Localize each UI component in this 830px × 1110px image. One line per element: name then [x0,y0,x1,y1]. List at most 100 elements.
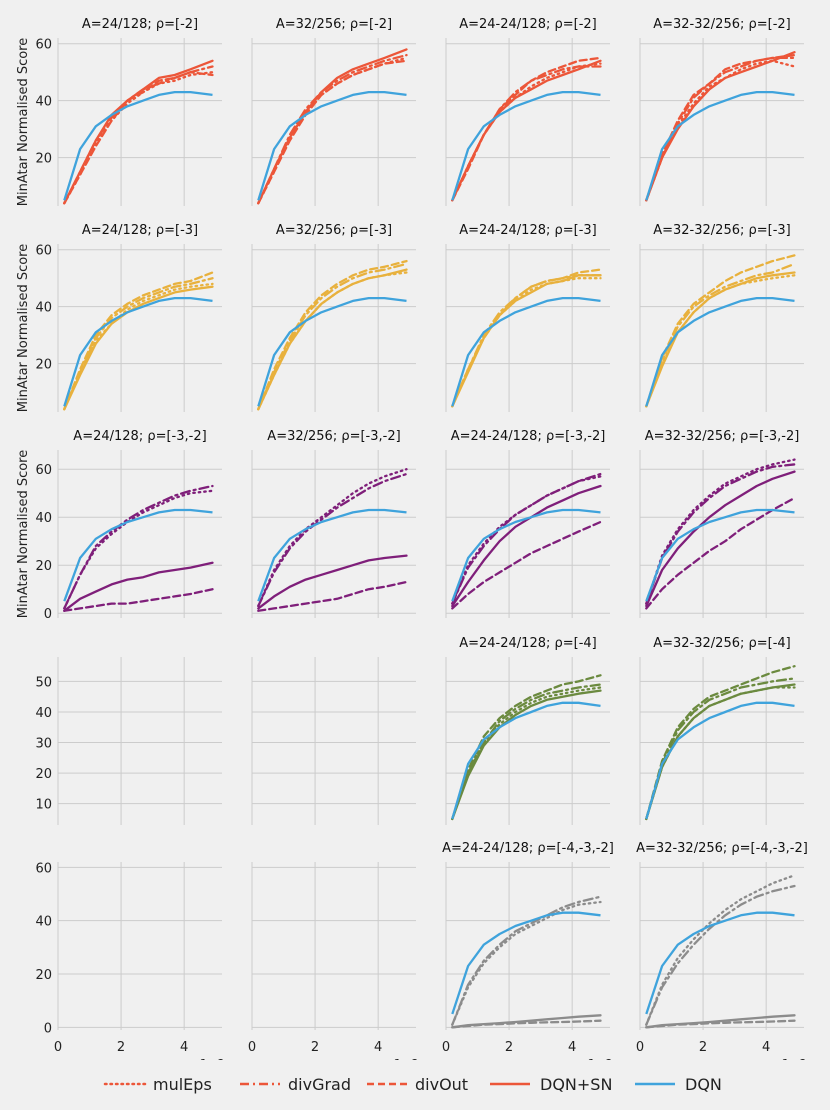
panel-r3-c4: A=32-32/256; ρ=[-3,-2] [639,429,804,618]
series-muleps [645,874,796,1026]
x-tick-label: 4 [762,1040,770,1055]
panel-r3-c1: 0 20 40 60 A=24/128; ρ=[-3,-2] [35,429,222,622]
panel-r1-c3: A=24-24/128; ρ=[-2] [445,17,610,206]
series-divgrad [257,262,408,411]
series-dqn-sn [645,51,796,202]
y-axis-label: MinAtar Normalised Score [16,450,31,619]
panel-r5-c1: 0 20 40 60 [35,861,222,1036]
legend-item-dqn: DQN [635,1075,722,1094]
panel-title: A=32-32/256; ρ=[-3] [653,223,791,238]
legend-label-muleps: mulEps [153,1075,212,1094]
series-dqn-sn [451,1014,602,1029]
series-dqn [645,701,795,820]
x-tick-label: 4 [180,1040,188,1055]
y-tick-label: 20 [35,358,52,373]
panel-title: A=32/256; ρ=[-2] [276,17,392,32]
panel-title: A=32-32/256; ρ=[-4] [653,636,791,651]
legend-label-dqn: DQN [685,1075,722,1094]
series-muleps [63,71,214,205]
series-dqn [63,508,213,602]
series-divout [645,496,796,610]
series-divout [63,271,214,411]
x-tick-label: 2 [117,1040,125,1055]
panel-r4-c1: 10 20 30 40 50 [35,657,222,825]
series-divout [451,520,602,610]
panel-r2-c1: 20 40 60 A=24/128; ρ=[-3] [35,223,222,412]
panel-title: A=24-24/128; ρ=[-2] [459,17,597,32]
panel-title: A=32-32/256; ρ=[-2] [653,17,791,32]
series-muleps [451,475,602,605]
series-dqn [645,911,795,1015]
series-dqn [63,296,213,407]
series-dqn [451,911,601,1015]
legend-label-divgrad: divGrad [288,1075,351,1094]
series-dqn [451,508,601,602]
y-tick-label: 40 [35,706,52,721]
series-divgrad [645,56,796,202]
series-divout [451,674,602,821]
y-tick-label: 20 [35,559,52,574]
x-tick-label: 0 [636,1040,644,1055]
series-dqn [451,90,601,201]
x-multiplier: 1e6 [781,1058,806,1060]
legend-item-divout: divOut [367,1075,468,1094]
series-divgrad [451,683,602,821]
legend-item-muleps: mulEps [103,1075,212,1094]
series-divgrad [63,484,214,610]
series-dqn [257,90,407,201]
panel-r3-c3: A=24-24/128; ρ=[-3,-2] [445,429,610,618]
y-tick-label: 30 [35,737,52,752]
series-dqn-sn [257,48,408,205]
y-tick-label: 20 [35,767,52,782]
y-tick-label: 10 [35,798,52,813]
series-divgrad [63,277,214,411]
series-dqn [645,508,795,602]
panel-r3-c2: A=32/256; ρ=[-3,-2] [251,429,416,618]
x-tick-label: 4 [374,1040,382,1055]
series-muleps [645,274,796,408]
y-tick-label: 0 [44,607,52,622]
y-tick-label: 40 [35,301,52,316]
legend: mulEps divGrad divOut DQN+SN DQN [0,1062,830,1106]
series-muleps [451,277,602,408]
panel-r1-c1: 20 40 60 A=24/128; ρ=[-2] [35,17,222,206]
panel-title: A=32-32/256; ρ=[-4,-3,-2] [636,841,808,856]
panel-r1-c2: A=32/256; ρ=[-2] [251,17,416,206]
series-dqn [451,296,601,407]
series-dqn-sn [451,689,602,821]
x-tick-label: 2 [505,1040,513,1055]
y-tick-label: 20 [35,968,52,983]
panel-r5-c3: A=24-24/128; ρ=[-4,-3,-2] [442,841,614,1030]
series-divgrad [645,884,796,1026]
y-tick-label: 60 [35,861,52,876]
series-dqn-sn [257,268,408,411]
y-axis-label: MinAtar Normalised Score [16,38,31,207]
series-divout [645,665,796,821]
series-muleps [257,56,408,205]
series-divgrad [257,472,408,608]
series-muleps [451,900,602,1026]
series-dqn-sn [63,285,214,411]
series-dqn-sn [645,271,796,408]
y-tick-label: 40 [35,511,52,526]
series-divgrad [257,53,408,205]
panel-r4-c4: A=32-32/256; ρ=[-4] [639,636,804,825]
panel-title: A=24/128; ρ=[-2] [82,17,198,32]
series-divgrad [451,274,602,408]
panel-r2-c3: A=24-24/128; ρ=[-3] [445,223,610,412]
legend-item-divgrad: divGrad [240,1075,351,1094]
panel-title: A=24-24/128; ρ=[-4,-3,-2] [442,841,614,856]
y-tick-label: 40 [35,915,52,930]
y-tick-label: 60 [35,463,52,478]
x-tick-label: 4 [568,1040,576,1055]
panel-r2-c2: A=32/256; ρ=[-3] [251,223,416,412]
series-dqn [645,296,795,407]
series-dqn-sn [645,470,796,608]
x-tick-label: 2 [699,1040,707,1055]
x-tick-label: 0 [442,1040,450,1055]
panel-title: A=24-24/128; ρ=[-3,-2] [451,429,606,444]
series-dqn-sn [451,59,602,202]
series-divout [257,259,408,411]
series-divgrad [451,895,602,1026]
